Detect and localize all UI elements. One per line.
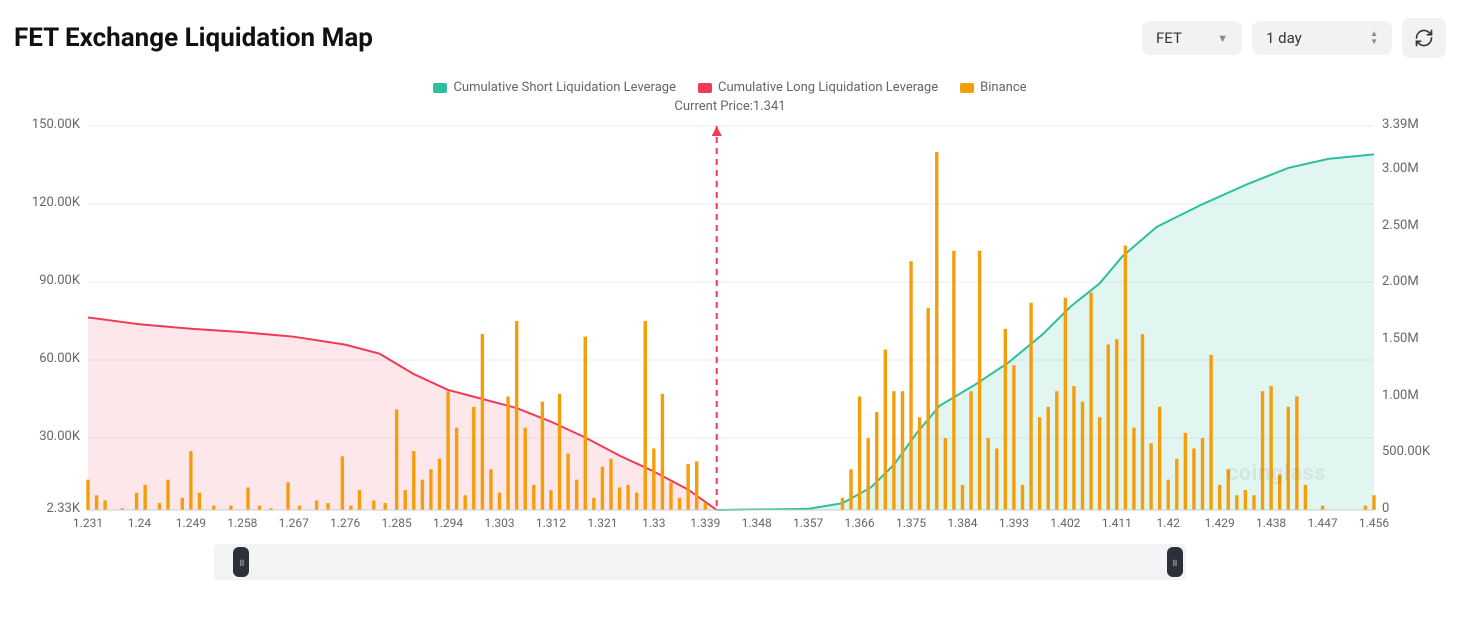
x-tick: 1.393 — [999, 516, 1029, 530]
current-price-label-text: Current Price: — [674, 99, 752, 114]
symbol-select[interactable]: FET ▼ — [1142, 21, 1242, 55]
x-tick: 1.285 — [382, 516, 412, 530]
x-tick: 1.42 — [1157, 516, 1180, 530]
x-tick: 1.303 — [484, 516, 514, 530]
y-left-tick: 90.00K — [14, 273, 80, 288]
x-tick: 1.267 — [279, 516, 309, 530]
legend-item-exchange[interactable]: Binance — [960, 80, 1026, 95]
current-price-value: 1.341 — [753, 99, 786, 114]
swatch-short — [433, 83, 447, 93]
y-right-tick: 1.00M — [1382, 388, 1446, 403]
y-left-tick: 2.33K — [14, 501, 80, 516]
plot-svg[interactable] — [14, 122, 1446, 532]
legend-label-exchange: Binance — [980, 80, 1026, 95]
legend-item-short[interactable]: Cumulative Short Liquidation Leverage — [433, 80, 676, 95]
y-left-tick: 120.00K — [14, 195, 80, 210]
x-tick: 1.231 — [73, 516, 103, 530]
x-tick: 1.24 — [128, 516, 151, 530]
range-select[interactable]: 1 day ▲▼ — [1252, 21, 1392, 55]
current-price-label: Current Price:1.341 — [14, 99, 1446, 114]
range-select-value: 1 day — [1266, 29, 1302, 47]
y-right-tick: 3.00M — [1382, 161, 1446, 176]
y-left-tick: 60.00K — [14, 351, 80, 366]
legend-item-long[interactable]: Cumulative Long Liquidation Leverage — [698, 80, 938, 95]
swatch-long — [698, 83, 712, 93]
x-tick: 1.258 — [227, 516, 257, 530]
symbol-select-value: FET — [1156, 29, 1182, 47]
chart-area: Cumulative Short Liquidation Leverage Cu… — [14, 80, 1446, 596]
legend-label-long: Cumulative Long Liquidation Leverage — [718, 80, 938, 95]
x-tick: 1.348 — [742, 516, 772, 530]
stepper-icon: ▲▼ — [1370, 30, 1378, 46]
x-tick: 1.438 — [1256, 516, 1286, 530]
y-left-tick: 30.00K — [14, 429, 80, 444]
x-tick: 1.456 — [1359, 516, 1389, 530]
y-right-tick: 2.50M — [1382, 218, 1446, 233]
x-tick: 1.321 — [587, 516, 617, 530]
refresh-icon — [1414, 28, 1434, 48]
x-tick: 1.249 — [176, 516, 206, 530]
zoom-slider[interactable]: ॥ ॥ — [214, 544, 1186, 580]
x-tick: 1.447 — [1307, 516, 1337, 530]
x-tick: 1.411 — [1102, 516, 1132, 530]
y-right-tick: 2.00M — [1382, 274, 1446, 289]
controls: FET ▼ 1 day ▲▼ — [1142, 18, 1446, 58]
x-tick: 1.357 — [793, 516, 823, 530]
page-title: FET Exchange Liquidation Map — [14, 23, 373, 53]
x-tick: 1.375 — [896, 516, 926, 530]
x-tick: 1.33 — [642, 516, 665, 530]
x-tick: 1.339 — [690, 516, 720, 530]
y-right-tick: 3.39M — [1382, 117, 1446, 132]
zoom-slider-handle-left[interactable]: ॥ — [233, 547, 249, 577]
zoom-slider-handle-right[interactable]: ॥ — [1167, 547, 1183, 577]
x-tick: 1.312 — [536, 516, 566, 530]
y-right-tick: 0 — [1382, 501, 1446, 516]
x-tick: 1.276 — [330, 516, 360, 530]
x-tick: 1.294 — [433, 516, 463, 530]
x-tick: 1.402 — [1050, 516, 1080, 530]
x-tick: 1.429 — [1205, 516, 1235, 530]
y-left-tick: 150.00K — [14, 117, 80, 132]
y-right-tick: 1.50M — [1382, 331, 1446, 346]
refresh-button[interactable] — [1402, 18, 1446, 58]
legend-label-short: Cumulative Short Liquidation Leverage — [453, 80, 676, 95]
legend: Cumulative Short Liquidation Leverage Cu… — [14, 80, 1446, 114]
x-tick: 1.384 — [947, 516, 977, 530]
chevron-down-icon: ▼ — [1217, 32, 1228, 45]
y-right-tick: 500.00K — [1382, 444, 1446, 459]
x-tick: 1.366 — [845, 516, 875, 530]
swatch-exchange — [960, 83, 974, 93]
